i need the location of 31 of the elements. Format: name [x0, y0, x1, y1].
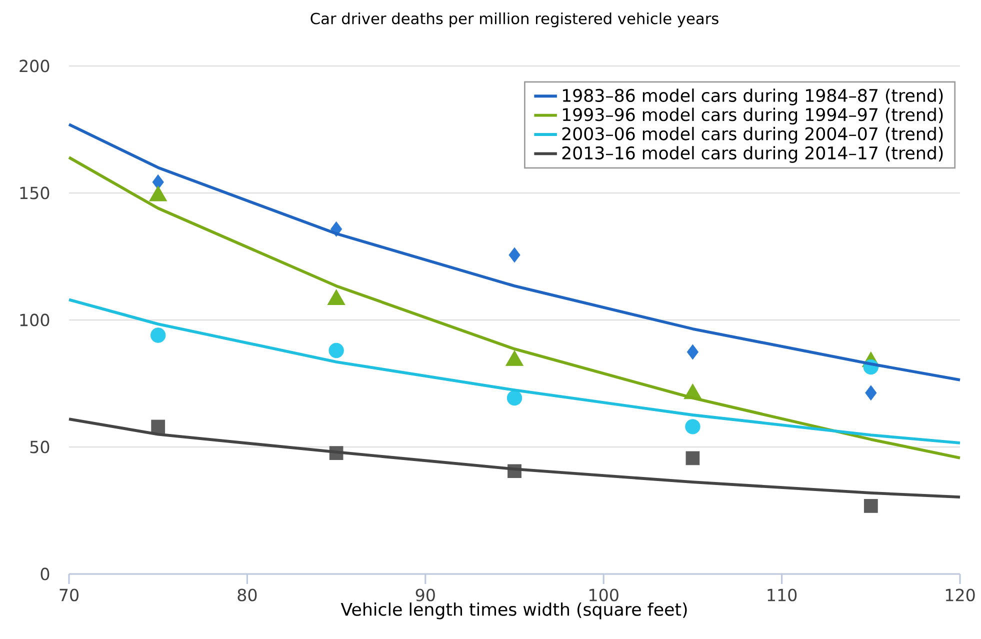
chart-title: Car driver deaths per million registered vehicle years — [310, 12, 718, 28]
x-axis-title: Vehicle length times width (square feet) — [340, 602, 687, 620]
y-tick-label: 200 — [20, 60, 50, 72]
legend-label: 1983–86 model cars during 1984–87 (trend) — [562, 88, 943, 106]
x-tick-label: 110 — [768, 588, 797, 602]
point — [150, 328, 166, 343]
x-tick-label: 90 — [416, 588, 435, 602]
point — [152, 174, 164, 190]
point — [506, 390, 522, 406]
point — [864, 498, 878, 513]
x-tick-label: 70 — [60, 588, 78, 602]
x-tick-label: 120 — [946, 588, 975, 602]
x-tick-label: 100 — [590, 588, 618, 602]
point — [328, 342, 344, 358]
line-series — [68, 122, 962, 382]
line-series — [68, 418, 962, 499]
y-tick-label: 0 — [40, 568, 50, 580]
point — [865, 385, 877, 400]
point — [686, 451, 700, 466]
point — [686, 344, 698, 360]
y-tick-label: 50 — [30, 440, 50, 454]
legend-label: 2003–06 model cars during 2004–07 (trend) — [562, 126, 943, 144]
point — [685, 419, 700, 434]
x-tick-label: 80 — [238, 588, 257, 602]
point — [151, 420, 166, 434]
point — [508, 247, 520, 263]
y-tick-label: 150 — [20, 186, 50, 200]
legend-label: 1993–96 model cars during 1994–97 (trend) — [562, 108, 943, 125]
y-tick-label: 100 — [20, 314, 50, 326]
legend-label: 2013–16 model cars during 2014–17 (trend) — [562, 146, 943, 163]
line-series — [68, 298, 962, 444]
